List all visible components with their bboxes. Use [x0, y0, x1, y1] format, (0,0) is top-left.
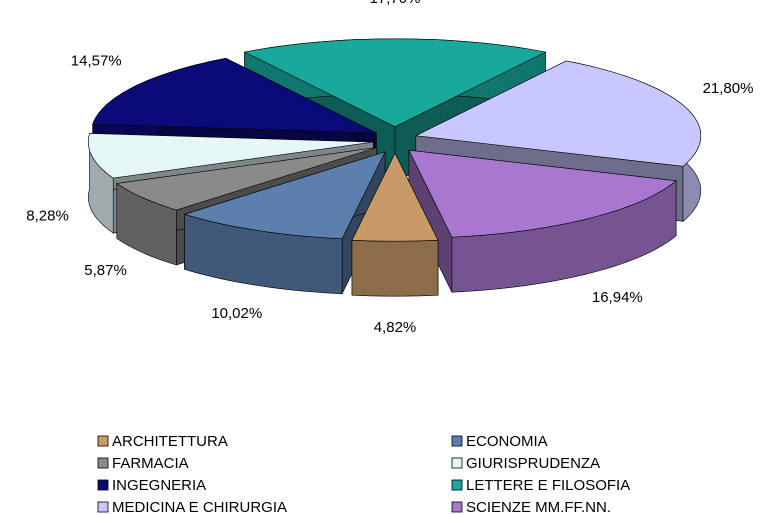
- legend-swatch: [451, 501, 463, 513]
- legend-swatch: [97, 457, 109, 469]
- data-label: 17,70%: [370, 0, 421, 7]
- legend-swatch: [97, 435, 109, 447]
- slice-wall: [351, 239, 439, 297]
- slice: [408, 149, 677, 293]
- legend-swatch: [97, 501, 109, 513]
- slice-top: [243, 38, 547, 128]
- data-label: 10,02%: [211, 305, 262, 322]
- legend-label: SCIENZE MM.FF.NN.: [466, 499, 611, 514]
- slice-top: [183, 151, 386, 240]
- legend-label: MEDICINA E CHIRURGIA: [112, 499, 287, 514]
- data-label: 4,82%: [374, 319, 417, 336]
- legend-swatch: [451, 479, 463, 491]
- slice-top: [92, 57, 377, 134]
- slice: [351, 152, 439, 297]
- legend-label: FARMACIA: [112, 455, 189, 472]
- data-label: 8,28%: [26, 207, 69, 224]
- slice-top: [115, 147, 377, 211]
- slice-top: [414, 60, 702, 167]
- legend-swatch: [97, 479, 109, 491]
- data-label: 14,57%: [71, 53, 122, 70]
- data-label: 5,87%: [84, 262, 127, 279]
- legend-label: LETTERE E FILOSOFIA: [466, 477, 630, 494]
- legend-swatch: [451, 435, 463, 447]
- legend-label: ARCHITETTURA: [112, 433, 228, 450]
- legend-label: ECONOMIA: [466, 433, 548, 450]
- data-label: 16,94%: [592, 289, 643, 306]
- legend-label: INGEGNERIA: [112, 477, 206, 494]
- legend-label: GIURISPRUDENZA: [466, 455, 600, 472]
- slice-top: [408, 149, 677, 238]
- slice-top: [87, 133, 374, 179]
- data-label: 21,80%: [703, 80, 754, 97]
- legend-swatch: [451, 457, 463, 469]
- slice-top: [351, 152, 439, 242]
